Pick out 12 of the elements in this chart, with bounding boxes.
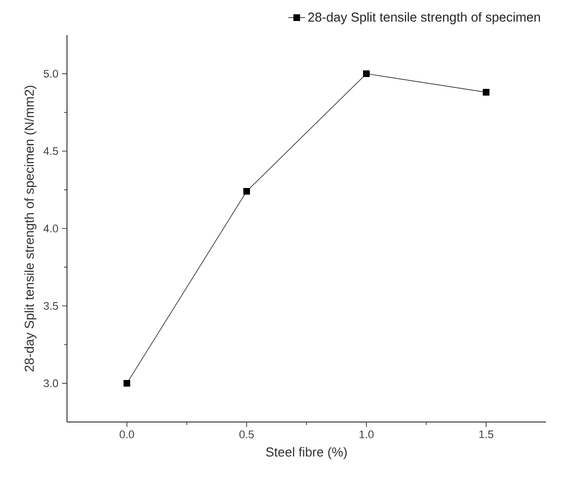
y-tick-label: 3.0 — [44, 379, 58, 388]
x-tick-label: 1.0 — [360, 430, 374, 438]
x-axis-title: Steel fibre (%) — [266, 447, 347, 460]
x-tick-label: 1.5 — [479, 430, 494, 438]
x-tick-label: 0.5 — [239, 430, 254, 438]
x-tick-label: 0.0 — [120, 430, 134, 438]
y-tick-label: 4.0 — [44, 224, 58, 232]
y-tick-label: 4.5 — [44, 147, 58, 155]
y-tick-label: 3.5 — [44, 302, 58, 310]
y-tick-label: 5.0 — [44, 70, 58, 78]
y-axis-title: 28-day Split tensile strength of specimen (N/mm2) — [24, 86, 36, 372]
legend-label: 28-day Split tensile strength of specimen — [308, 12, 540, 24]
